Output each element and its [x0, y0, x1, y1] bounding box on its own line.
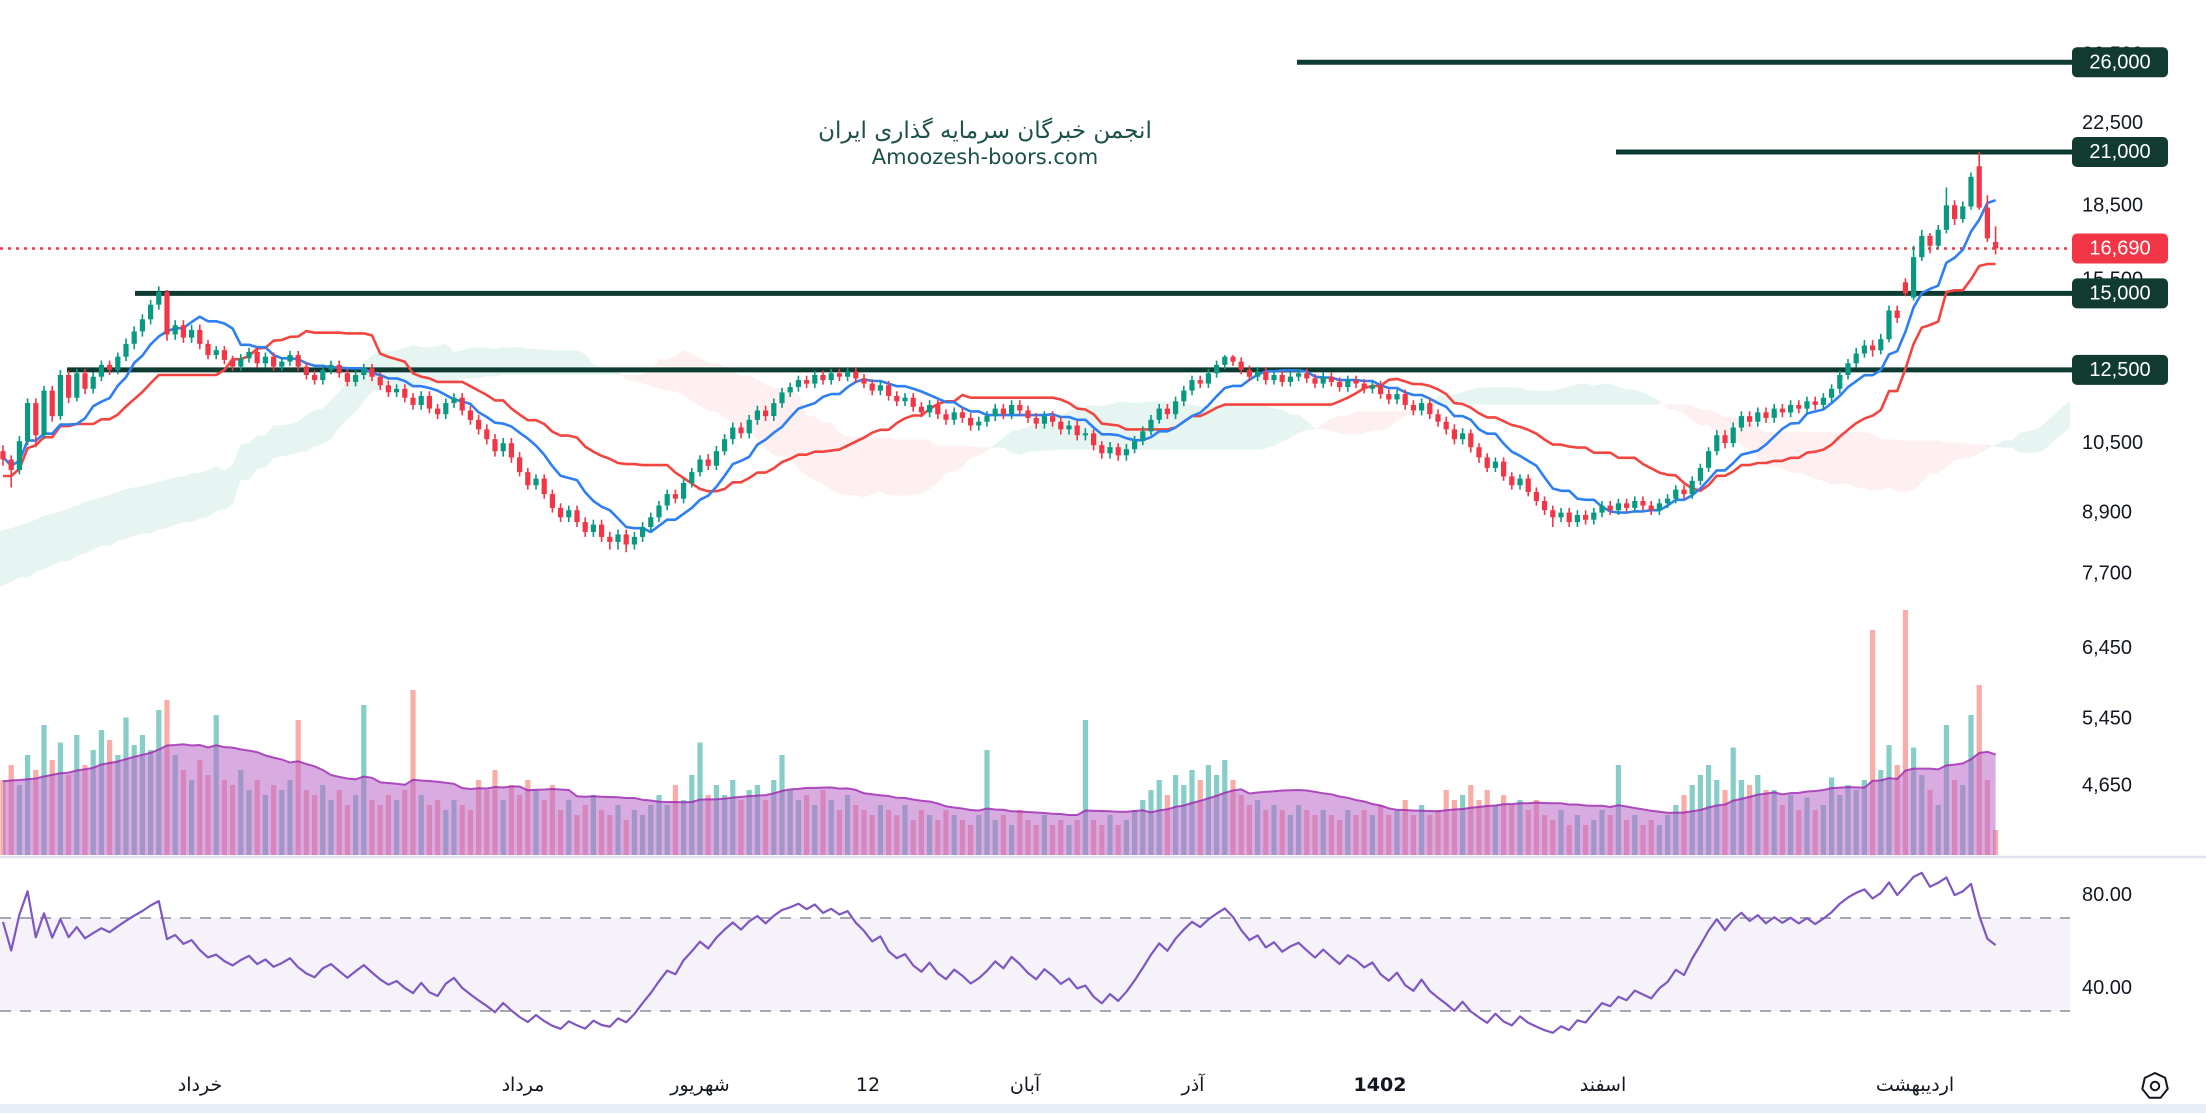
ichimoku-lines — [2, 198, 1997, 534]
price-badge-15000 — [2072, 278, 2168, 309]
price-badge-21000 — [2072, 137, 2168, 167]
price-badge-12500 — [2072, 354, 2168, 385]
cloud-bearish-area — [1315, 411, 1414, 435]
price-tick-6450: 6,450 — [2082, 637, 2132, 659]
last-price-badge-label: 16,690 — [2089, 238, 2150, 260]
time-label-868: 12 — [856, 1074, 880, 1096]
cloud-bullish-area — [1413, 383, 1660, 415]
price-badge-26000 — [2072, 47, 2168, 78]
tenkan-line — [2, 198, 1997, 534]
level-lines — [0, 59, 2075, 373]
time-label-1193: آذر — [1181, 1072, 1206, 1096]
eye-dot-icon[interactable] — [2149, 1080, 2161, 1092]
scale-settings-icon[interactable] — [2141, 1072, 2169, 1099]
price-badge-15000-label: 15,000 — [2089, 282, 2150, 304]
price-tick-22500: 22,500 — [2082, 112, 2143, 134]
rsi-tick-40: 40.00 — [2082, 977, 2132, 999]
cloud-bullish-area — [0, 343, 618, 587]
time-scale[interactable]: خرداد مرداد شهریور 12 آبان آذر 1402 اسفند اردیبه… — [178, 1072, 1954, 1096]
rsi-band-fill — [0, 918, 2070, 1011]
time-label-523: مرداد — [502, 1074, 545, 1096]
ichimoku-cloud — [0, 343, 2070, 587]
price-badge-26000-label: 26,000 — [2089, 51, 2150, 73]
oscillator-pane — [0, 871, 2070, 1034]
price-tick-7700: 7,700 — [2082, 562, 2132, 584]
time-label-200: خرداد — [178, 1074, 222, 1096]
heptagon-icon[interactable] — [2141, 1072, 2169, 1099]
price-scale[interactable]: 26,50022,50018,50015,50010,5008,9007,700… — [2072, 43, 2168, 999]
price-tick-10500: 10,500 — [2082, 432, 2143, 454]
volume-ma-area — [3, 744, 1996, 855]
price-badge-12500-label: 12,500 — [2089, 359, 2150, 381]
cloud-bullish-area — [1987, 401, 2070, 453]
rsi-tick-80: 80.00 — [2082, 884, 2132, 906]
time-label-1380: 1402 — [1354, 1074, 1407, 1096]
rsi-line — [1, 871, 1997, 1034]
bottom-strip — [0, 1104, 2206, 1113]
last-price-badge — [2072, 233, 2168, 264]
kijun-line — [3, 262, 1996, 493]
price-tick-18500: 18,500 — [2082, 194, 2143, 216]
volume-layer — [0, 610, 1999, 855]
price-tick-5450: 5,450 — [2082, 708, 2132, 730]
price-tick-4650: 4,650 — [2082, 774, 2132, 796]
cloud-bearish-area — [618, 349, 987, 498]
time-label-700: شهریور — [669, 1074, 729, 1096]
time-label-1603: اسفند — [1580, 1074, 1627, 1096]
volume-ma-line — [2, 743, 1996, 816]
candles-layer[interactable] — [0, 152, 1999, 553]
price-tick-8900: 8,900 — [2082, 502, 2132, 524]
price-badge-21000-label: 21,000 — [2089, 141, 2150, 163]
time-label-1025: آبان — [1010, 1072, 1041, 1096]
time-label-1915: اردیبهشت — [1876, 1074, 1954, 1096]
